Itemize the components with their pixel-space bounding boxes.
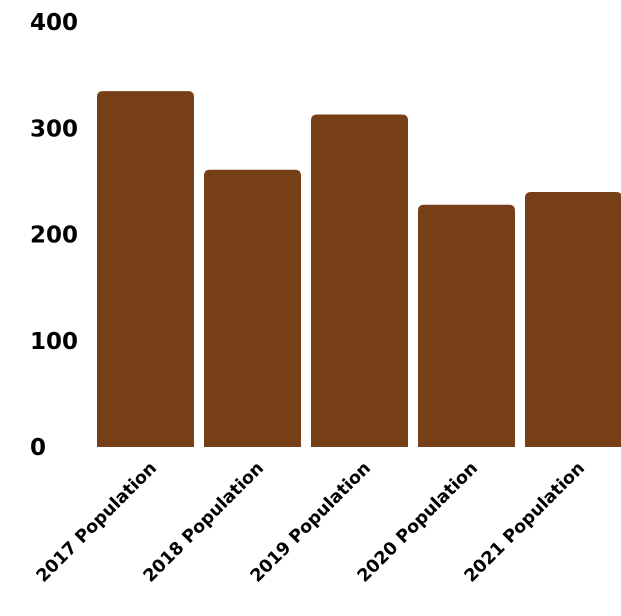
x-tick-label: 2021 Population (461, 458, 589, 586)
x-tick-label: 2019 Population (247, 458, 375, 586)
bar (525, 192, 621, 447)
bar (311, 114, 408, 447)
y-tick-label: 300 (30, 116, 78, 142)
x-tick-label: 2017 Population (33, 458, 161, 586)
x-tick-label: 2018 Population (140, 458, 268, 586)
y-tick-label: 0 (30, 435, 46, 461)
x-tick-label: 2020 Population (354, 458, 482, 586)
bar (97, 91, 194, 447)
bar (418, 204, 515, 447)
bars-group (97, 91, 621, 447)
y-tick-label: 400 (30, 10, 78, 36)
y-tick-label: 100 (30, 329, 78, 355)
y-tick-label: 200 (30, 223, 78, 249)
bar (204, 169, 301, 447)
y-axis-ticks: 0 100 200 300 400 (30, 10, 78, 461)
